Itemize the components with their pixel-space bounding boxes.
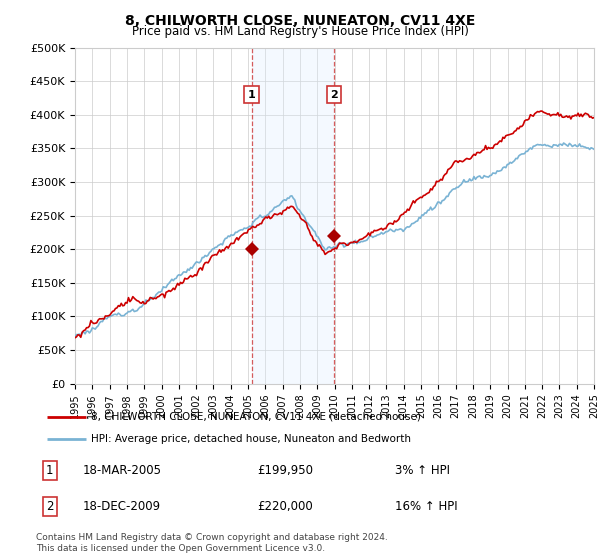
Text: 18-DEC-2009: 18-DEC-2009: [83, 500, 161, 513]
Text: 18-MAR-2005: 18-MAR-2005: [83, 464, 162, 477]
Text: 1: 1: [46, 464, 53, 477]
Bar: [251, 48, 334, 384]
Text: Price paid vs. HM Land Registry's House Price Index (HPI): Price paid vs. HM Land Registry's House …: [131, 25, 469, 38]
Text: 16% ↑ HPI: 16% ↑ HPI: [395, 500, 457, 513]
Text: £220,000: £220,000: [257, 500, 313, 513]
Text: 3% ↑ HPI: 3% ↑ HPI: [395, 464, 450, 477]
Text: 2: 2: [46, 500, 53, 513]
Text: £199,950: £199,950: [257, 464, 313, 477]
Text: 1: 1: [248, 90, 256, 100]
Text: HPI: Average price, detached house, Nuneaton and Bedworth: HPI: Average price, detached house, Nune…: [91, 434, 411, 444]
Text: 8, CHILWORTH CLOSE, NUNEATON, CV11 4XE (detached house): 8, CHILWORTH CLOSE, NUNEATON, CV11 4XE (…: [91, 412, 421, 422]
Text: 8, CHILWORTH CLOSE, NUNEATON, CV11 4XE: 8, CHILWORTH CLOSE, NUNEATON, CV11 4XE: [125, 14, 475, 28]
Text: Contains HM Land Registry data © Crown copyright and database right 2024.
This d: Contains HM Land Registry data © Crown c…: [36, 533, 388, 553]
Text: 2: 2: [330, 90, 338, 100]
